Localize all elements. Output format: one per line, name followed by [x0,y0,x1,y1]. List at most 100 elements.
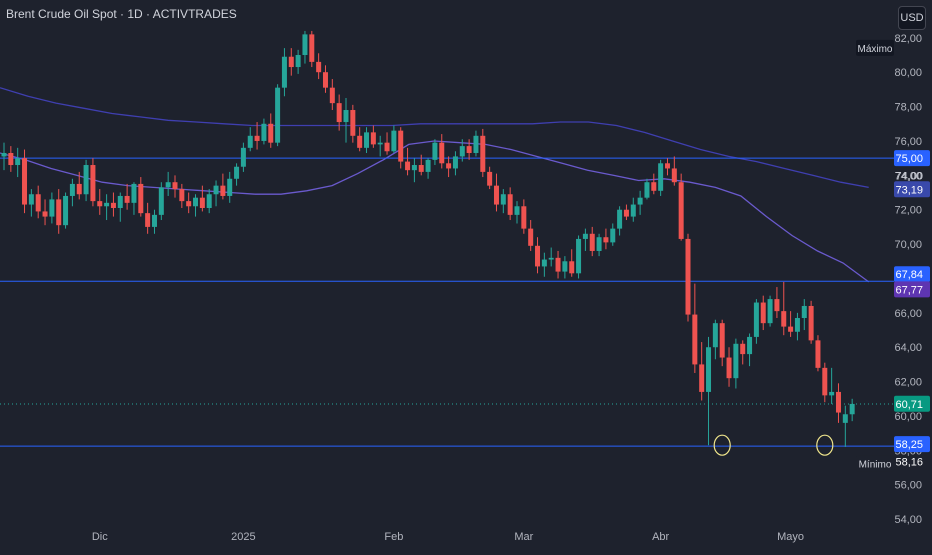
candle-body [124,195,130,203]
candle-body [49,199,55,217]
y-tick-label: 74,00 [894,170,922,182]
x-tick-label: 2025 [231,531,255,543]
candle-body [623,209,629,217]
moving-average-line [0,140,870,283]
candle-body [117,195,123,208]
candle-body [719,323,725,358]
candle-body [459,146,465,157]
candle-body [685,238,691,315]
price-tag-label: 67,84 [895,269,923,281]
candle-body [541,259,547,267]
y-tick-label: 56,00 [894,480,922,492]
candle-body [603,237,609,243]
price-tag-label: 67,77 [895,284,923,296]
candle-body [254,135,260,141]
x-tick-label: Dic [92,531,108,543]
candle-body [234,166,240,179]
candle-body [432,142,438,160]
candle-body [535,245,541,267]
candle-body [165,182,171,188]
marker-badge [856,455,894,472]
candle-body [692,314,698,365]
candle-body [480,135,486,172]
candle-body [343,110,349,123]
y-tick-label: 60,00 [894,411,922,423]
candle-body [357,135,363,148]
candle-body [555,257,561,272]
candle-body [206,194,212,208]
candle-body [548,257,554,260]
candle-body [138,183,144,214]
candle-body [452,156,458,169]
price-tag-label: 58,16 [895,457,923,469]
candle-body [227,178,233,196]
candle-body [658,163,664,191]
candle-body [801,305,807,319]
candle-body [15,158,21,166]
candle-body [808,305,814,341]
candle-body [261,123,267,141]
candle-body [425,159,431,172]
candle-body [336,103,342,123]
candle-body [644,182,650,198]
candle-body [240,147,246,167]
marker-label: Máximo [857,44,892,55]
candle-body [473,135,479,153]
candle-body [350,110,356,136]
candle-body [110,202,116,208]
candle-body [747,336,753,355]
candle-body [411,165,417,171]
currency-button[interactable]: USD [898,6,926,30]
candle-body [35,194,41,212]
candle-body [405,161,411,171]
candle-body [247,135,253,148]
candle-body [829,391,835,396]
candle-body [842,414,848,423]
candle-body [186,201,192,207]
candle-body [76,183,82,195]
candle-body [610,228,616,243]
candle-body [562,261,568,272]
candle-body [398,130,404,162]
x-tick-label: Abr [652,531,669,543]
candle-body [767,299,773,324]
candle-body [329,87,335,104]
candle-body [295,55,301,68]
candle-body [788,326,794,332]
y-tick-label: 64,00 [894,342,922,354]
candle-body [582,233,588,239]
price-tag [894,436,930,453]
candle-body [172,182,178,190]
price-tag [894,395,930,412]
candle-body [446,163,452,169]
candle-body [507,194,513,215]
candle-body [569,261,575,274]
y-tick-label: 54,00 [894,514,922,526]
y-tick-label: 80,00 [894,67,922,79]
candle-body [589,233,595,251]
candle-body [849,403,855,415]
candle-body [42,211,48,217]
price-tag [894,181,930,198]
candle-body [576,238,582,274]
candle-body [288,56,294,68]
y-tick-label: 62,00 [894,377,922,389]
candle-body [760,302,766,324]
candle-body [835,391,841,413]
candle-body [740,343,746,355]
candle-body [815,340,821,368]
candle-body [630,204,636,217]
candle-body [90,165,96,202]
candle-body [500,194,506,205]
candle-body [596,237,602,251]
support-circle [816,434,834,456]
candle-body [145,213,151,227]
y-tick-label: 72,00 [894,205,922,217]
candle-body [69,183,75,196]
candle-body [671,168,677,183]
candle-body [617,209,623,229]
price-tag-label: 74,00 [895,170,923,182]
y-tick-label: 76,00 [894,136,922,148]
